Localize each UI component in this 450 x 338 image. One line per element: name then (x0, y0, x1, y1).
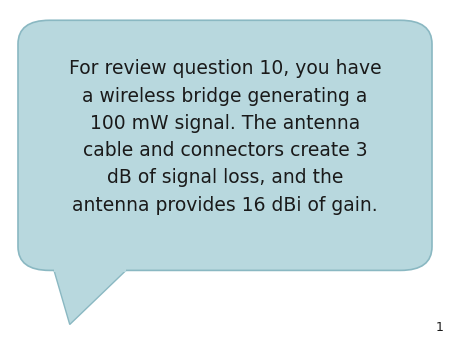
FancyBboxPatch shape (18, 20, 432, 270)
Text: 1: 1 (436, 321, 443, 334)
Polygon shape (54, 270, 126, 324)
Text: For review question 10, you have
a wireless bridge generating a
100 mW signal. T: For review question 10, you have a wirel… (69, 59, 381, 215)
FancyBboxPatch shape (54, 267, 126, 272)
